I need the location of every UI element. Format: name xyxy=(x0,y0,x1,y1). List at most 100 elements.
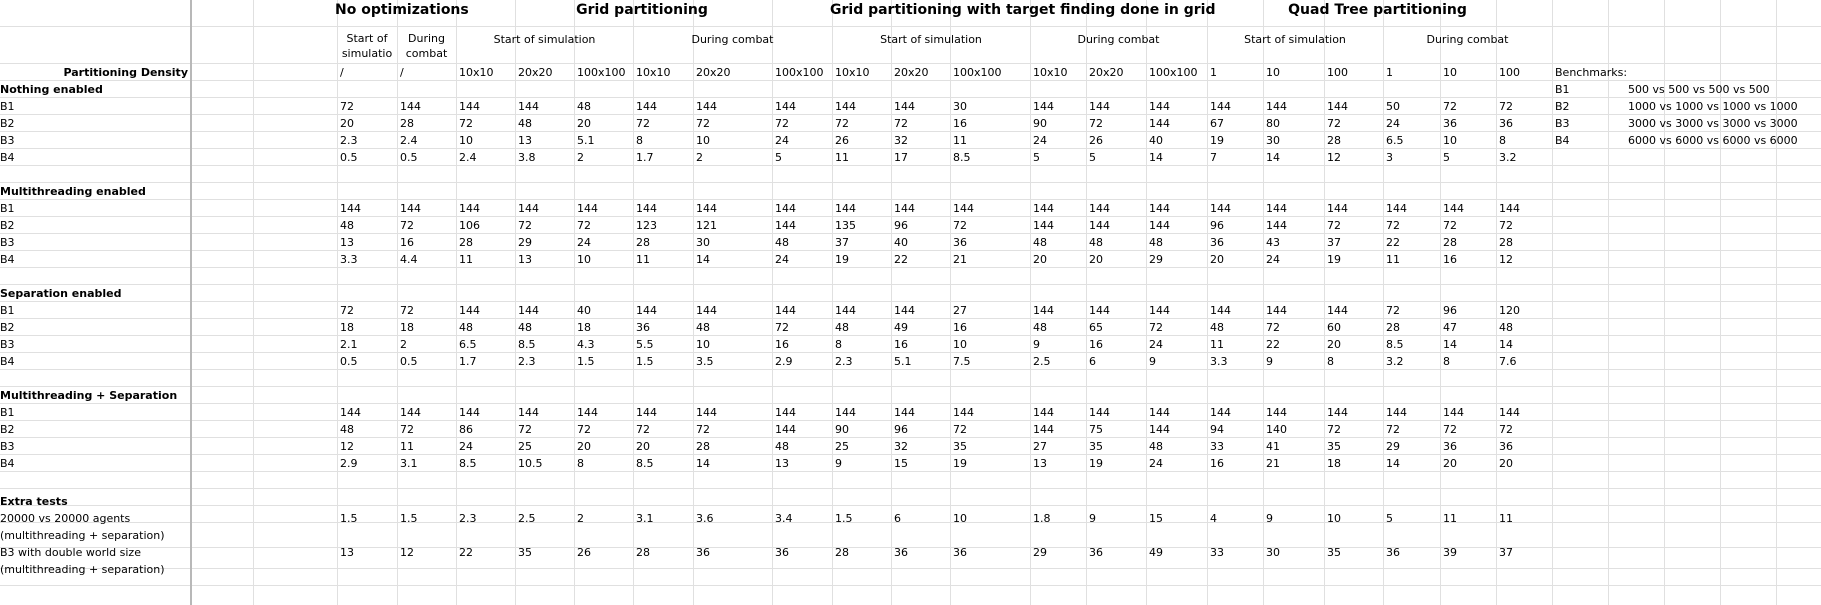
data-cell: 10.5 xyxy=(518,457,543,470)
data-cell: 40 xyxy=(577,304,591,317)
data-cell: 5.1 xyxy=(894,355,912,368)
data-cell: 2.4 xyxy=(400,134,418,147)
data-cell: 15 xyxy=(894,457,908,470)
data-cell: 144 xyxy=(1033,100,1054,113)
grid-row-line xyxy=(0,284,1821,285)
data-cell: 2 xyxy=(696,151,703,164)
data-cell: 3.3 xyxy=(340,253,358,266)
grid-column-line xyxy=(1664,0,1665,605)
data-cell: 11 xyxy=(1443,512,1457,525)
row-label: B1 xyxy=(0,100,15,113)
grid-row-line xyxy=(0,131,1821,132)
data-cell: 144 xyxy=(1327,304,1348,317)
data-cell: 144 xyxy=(577,406,598,419)
data-cell: 28 xyxy=(1499,236,1513,249)
data-cell: 8 xyxy=(1327,355,1334,368)
data-cell: 8.5 xyxy=(1386,338,1404,351)
row-label: B2 xyxy=(0,117,15,130)
data-cell: 24 xyxy=(1266,253,1280,266)
data-cell: 144 xyxy=(400,100,421,113)
data-cell: 3.2 xyxy=(1386,355,1404,368)
data-cell: 19 xyxy=(1327,253,1341,266)
grid-column-line xyxy=(1552,0,1553,605)
grid-row-line xyxy=(0,352,1821,353)
section-title: Extra tests xyxy=(0,495,68,508)
data-cell: 2.5 xyxy=(1033,355,1051,368)
data-cell: 1.5 xyxy=(835,512,853,525)
grid-column-line xyxy=(1383,0,1384,605)
data-cell: 144 xyxy=(1499,406,1520,419)
data-cell: 5 xyxy=(775,151,782,164)
data-cell: 72 xyxy=(1266,321,1280,334)
data-cell: 144 xyxy=(1386,202,1407,215)
density-value: 1 xyxy=(1386,66,1393,79)
data-cell: 72 xyxy=(400,304,414,317)
grid-column-line xyxy=(1207,0,1208,605)
benchmark-value: 6000 vs 6000 vs 6000 vs 6000 xyxy=(1628,134,1798,147)
data-cell: 144 xyxy=(894,304,915,317)
data-cell: 26 xyxy=(835,134,849,147)
data-cell: 144 xyxy=(1443,202,1464,215)
row-label: B3 xyxy=(0,134,15,147)
grid-column-line xyxy=(337,0,338,605)
data-cell: 72 xyxy=(459,117,473,130)
data-cell: 39 xyxy=(1443,546,1457,559)
grid-column-line xyxy=(397,0,398,605)
data-cell: 3.3 xyxy=(1210,355,1228,368)
data-cell: 48 xyxy=(1089,236,1103,249)
data-cell: 35 xyxy=(1327,546,1341,559)
data-cell: 144 xyxy=(775,304,796,317)
data-cell: 16 xyxy=(1210,457,1224,470)
data-cell: 24 xyxy=(775,253,789,266)
data-cell: 144 xyxy=(1327,100,1348,113)
data-cell: 24 xyxy=(1149,457,1163,470)
data-cell: 144 xyxy=(1266,304,1287,317)
data-cell: 8 xyxy=(577,457,584,470)
density-value: 100 xyxy=(1499,66,1520,79)
data-cell: 36 xyxy=(775,546,789,559)
data-cell: 24 xyxy=(1386,117,1400,130)
data-cell: 144 xyxy=(518,202,539,215)
data-cell: 144 xyxy=(1149,304,1170,317)
data-cell: 49 xyxy=(894,321,908,334)
data-cell: 144 xyxy=(894,406,915,419)
data-cell: 48 xyxy=(1149,440,1163,453)
data-cell: 144 xyxy=(1089,304,1110,317)
data-cell: 32 xyxy=(894,134,908,147)
data-cell: 16 xyxy=(400,236,414,249)
data-cell: 96 xyxy=(1210,219,1224,232)
data-cell: 35 xyxy=(1089,440,1103,453)
data-cell: 35 xyxy=(953,440,967,453)
data-cell: 72 xyxy=(518,219,532,232)
data-cell: 72 xyxy=(1089,117,1103,130)
grid-column-line xyxy=(693,0,694,605)
data-cell: 28 xyxy=(835,546,849,559)
data-cell: 20 xyxy=(340,117,354,130)
data-cell: 2.4 xyxy=(459,151,477,164)
data-cell: 20 xyxy=(1089,253,1103,266)
data-cell: 1.5 xyxy=(400,512,418,525)
grid-row-line xyxy=(0,488,1821,489)
data-cell: 2 xyxy=(577,151,584,164)
data-cell: 121 xyxy=(696,219,717,232)
data-cell: 11 xyxy=(1210,338,1224,351)
density-value: 100x100 xyxy=(775,66,824,79)
data-cell: 28 xyxy=(1443,236,1457,249)
data-cell: 11 xyxy=(953,134,967,147)
grid-column-line xyxy=(1030,0,1031,605)
data-cell: 10 xyxy=(696,338,710,351)
data-cell: 3.1 xyxy=(636,512,654,525)
data-cell: 75 xyxy=(1089,423,1103,436)
data-cell: 29 xyxy=(1149,253,1163,266)
data-cell: 72 xyxy=(696,117,710,130)
data-cell: 24 xyxy=(1149,338,1163,351)
data-cell: 14 xyxy=(1499,338,1513,351)
data-cell: 22 xyxy=(1386,236,1400,249)
density-value: 10x10 xyxy=(1033,66,1068,79)
data-cell: 72 xyxy=(1327,423,1341,436)
data-cell: 72 xyxy=(636,117,650,130)
data-cell: 72 xyxy=(577,219,591,232)
data-cell: 13 xyxy=(775,457,789,470)
data-cell: 144 xyxy=(1327,406,1348,419)
data-cell: 22 xyxy=(459,546,473,559)
